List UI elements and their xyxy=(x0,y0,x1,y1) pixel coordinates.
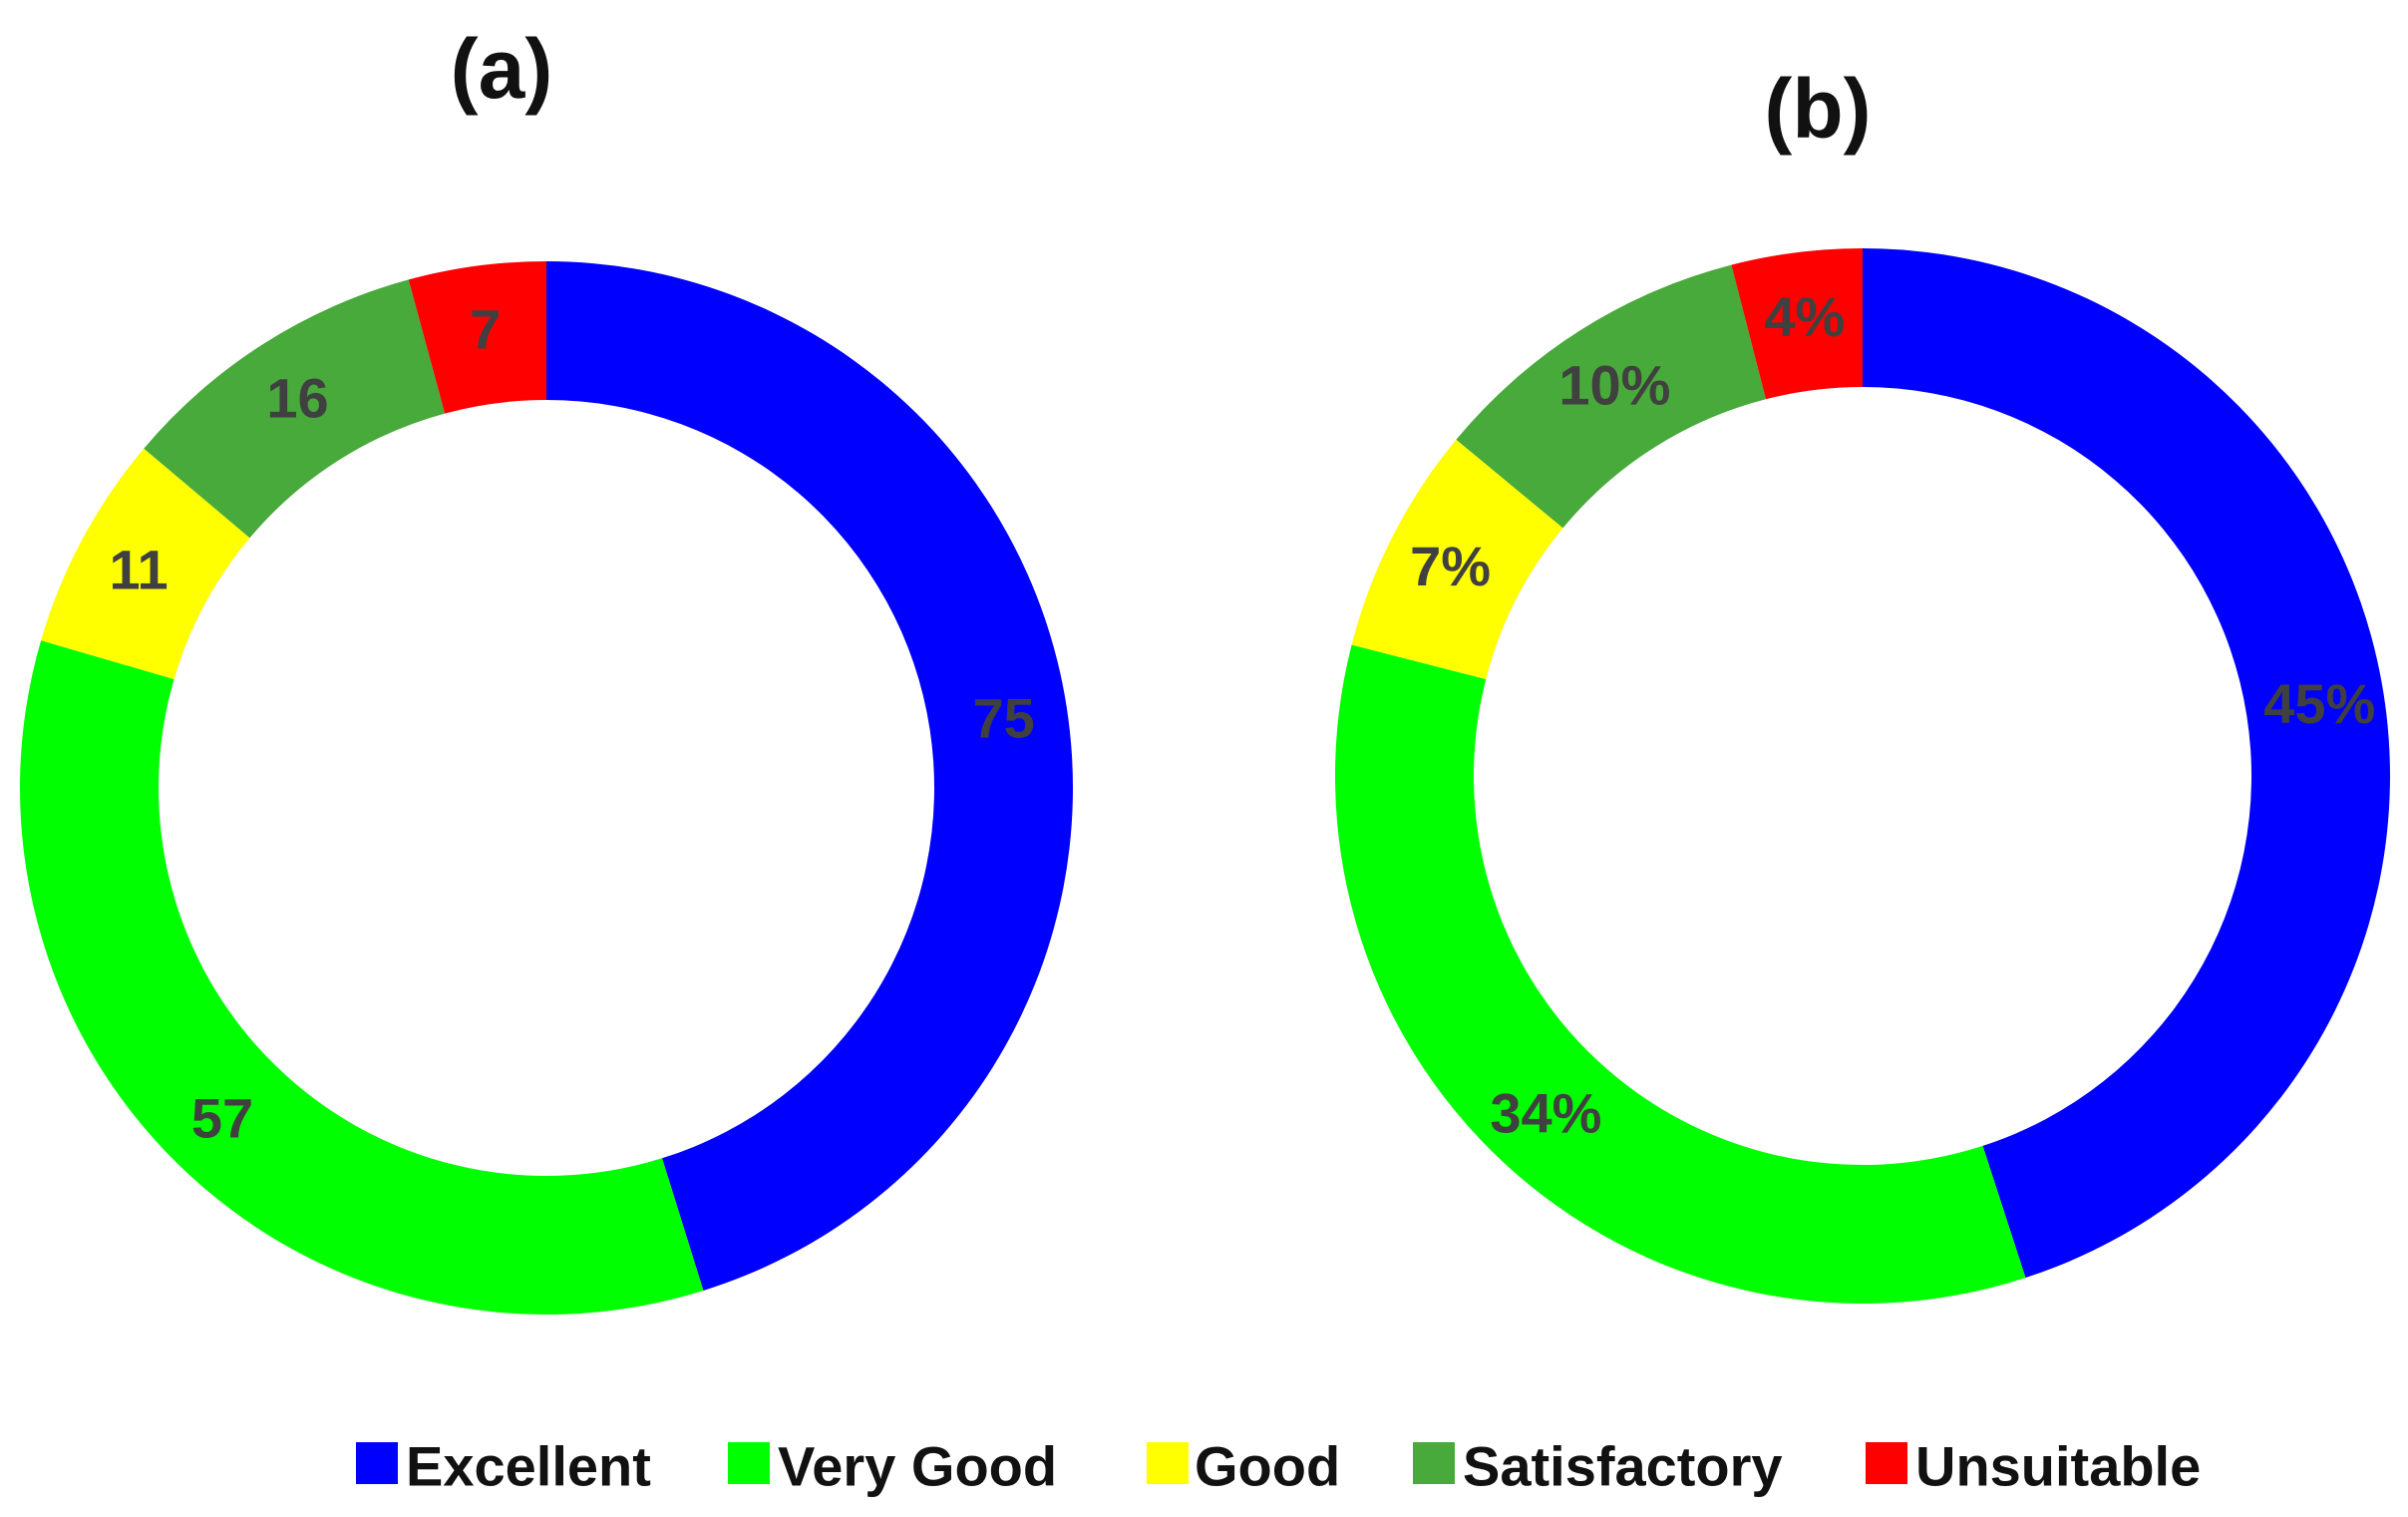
chart-a-label-good: 11 xyxy=(109,538,168,600)
chart-b-slice-unsuitable xyxy=(1731,248,1863,400)
legend-item-very-good: Very Good xyxy=(728,1435,1057,1498)
chart-b-slice-satisfactory xyxy=(1456,264,1767,529)
legend-swatch-very-good xyxy=(728,1442,770,1484)
chart-a-label-satisfactory: 16 xyxy=(266,366,328,429)
chart-a-label-excellent: 75 xyxy=(973,687,1035,750)
chart-b-label-excellent: 45% xyxy=(2263,672,2375,735)
legend-label-very-good: Very Good xyxy=(778,1435,1057,1498)
chart-a-slice-very-good xyxy=(19,640,704,1315)
chart-a-slice-unsuitable xyxy=(408,261,546,414)
legend-label-excellent: Excellent xyxy=(406,1435,651,1498)
legend-item-excellent: Excellent xyxy=(356,1435,651,1498)
legend-item-good: Good xyxy=(1147,1435,1340,1498)
chart-a-slice-satisfactory xyxy=(144,279,446,539)
legend-label-satisfactory: Satisfactory xyxy=(1463,1435,1783,1498)
legend-swatch-unsuitable xyxy=(1866,1442,1907,1484)
chart-b-slice-very-good xyxy=(1335,644,2026,1304)
chart-b-title: (b) xyxy=(1764,62,1871,156)
legend-item-satisfactory: Satisfactory xyxy=(1413,1435,1783,1498)
chart-b-label-satisfactory: 10% xyxy=(1558,354,1670,417)
chart-a-title: (a) xyxy=(451,22,553,116)
legend-swatch-good xyxy=(1147,1442,1189,1484)
chart-b-label-good: 7% xyxy=(1410,535,1491,597)
chart-b-label-unsuitable: 4% xyxy=(1764,285,1845,348)
legend-label-unsuitable: Unsuitable xyxy=(1915,1435,2201,1498)
chart-a-label-unsuitable: 7 xyxy=(470,298,501,361)
chart-b: (b) 45% 34% 7% 10% 4% xyxy=(1335,62,2390,1304)
chart-a-label-very-good: 57 xyxy=(191,1087,253,1150)
legend: Excellent Very Good Good Satisfactory Unsuit… xyxy=(356,1435,2201,1498)
chart-a-slice-good xyxy=(41,448,250,680)
chart-a: (a) 75 57 11 16 7 xyxy=(19,22,1074,1315)
chart-b-slice-good xyxy=(1351,439,1563,680)
legend-swatch-satisfactory xyxy=(1413,1442,1455,1484)
legend-item-unsuitable: Unsuitable xyxy=(1866,1435,2201,1498)
legend-label-good: Good xyxy=(1195,1435,1340,1498)
chart-b-label-very-good: 34% xyxy=(1490,1082,1601,1145)
chart-a-slice-excellent xyxy=(546,261,1074,1291)
legend-swatch-excellent xyxy=(356,1442,398,1484)
chart-b-slice-excellent xyxy=(1863,248,2390,1279)
